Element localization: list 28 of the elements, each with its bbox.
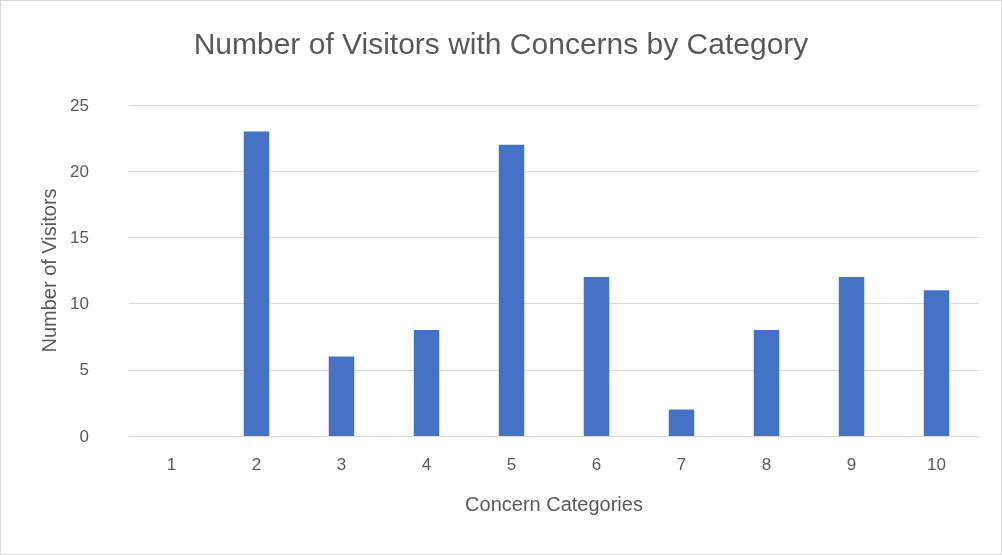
y-tick-label: 5 — [79, 360, 89, 380]
x-tick-label: 8 — [761, 455, 772, 474]
y-tick-label: 15 — [70, 227, 89, 247]
x-tick-label: 1 — [166, 455, 177, 474]
y-tick-label: 10 — [70, 294, 89, 314]
x-tick-label: 10 — [927, 455, 946, 474]
bar — [923, 290, 950, 436]
y-tick-label: 25 — [70, 95, 89, 115]
x-tick-label: 5 — [506, 455, 517, 474]
bar — [498, 144, 525, 436]
x-tick-label: 3 — [336, 455, 347, 474]
x-tick-label: 4 — [421, 455, 432, 474]
bar — [328, 356, 355, 436]
bar — [838, 277, 865, 436]
x-tick-label: 6 — [591, 455, 602, 474]
bar — [583, 277, 610, 436]
bar — [413, 330, 440, 436]
y-axis-title: Number of Visitors — [38, 188, 61, 353]
bar — [753, 330, 780, 436]
y-tick-label: 20 — [70, 161, 89, 181]
y-tick-label: 0 — [79, 426, 89, 446]
x-axis-title: Concern Categories — [465, 493, 643, 515]
bar — [243, 131, 270, 436]
x-tick-label: 2 — [251, 455, 262, 474]
chart-title: Number of Visitors with Concerns by Category — [193, 26, 809, 60]
bar — [668, 409, 695, 436]
x-tick-label: 9 — [846, 455, 857, 474]
x-tick-label: 7 — [676, 455, 687, 474]
